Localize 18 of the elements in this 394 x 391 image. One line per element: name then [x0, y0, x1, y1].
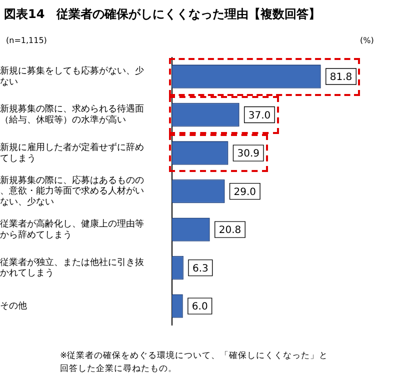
data-label: 37.0	[248, 110, 271, 122]
chart-title: 図表14 従業者の確保がしにくくなった理由【複数回答】	[4, 6, 321, 23]
y-tick-label: 新規募集の際に、応募はあるものの、意欲・能力等面で求める人材がいない、少ない	[0, 174, 144, 208]
data-label: 20.8	[218, 225, 242, 236]
data-label: 6.0	[192, 302, 208, 313]
y-tick-label: 新規募集の際に、求められる待遇面（給与、休暇等）の水準が高い	[0, 104, 144, 126]
data-label: 30.9	[237, 148, 260, 160]
data-label: 29.0	[234, 186, 256, 198]
y-tick-label: その他	[0, 300, 27, 312]
y-tick-label: 従業者が高齢化し、健康上の理由等から辞めてしまう	[0, 218, 144, 240]
data-label: 81.8	[330, 72, 352, 84]
data-label: 6.3	[192, 263, 208, 274]
text: ※従業者の確保をめぐる環境について、「確保しにくくなった」と回答した企業に尋ねたもの。	[60, 350, 330, 376]
y-tick-label: 新規に募集をしても応募がない、少ない	[0, 65, 144, 88]
y-tick-label: 新規に雇用した者が定着せずに辞めてしまう	[0, 142, 144, 164]
text: (%)	[360, 36, 374, 45]
y-tick-label: 従業者が独立、または他社に引き抜かれてしまう	[0, 256, 144, 279]
text: (n=1,115)	[6, 36, 47, 45]
